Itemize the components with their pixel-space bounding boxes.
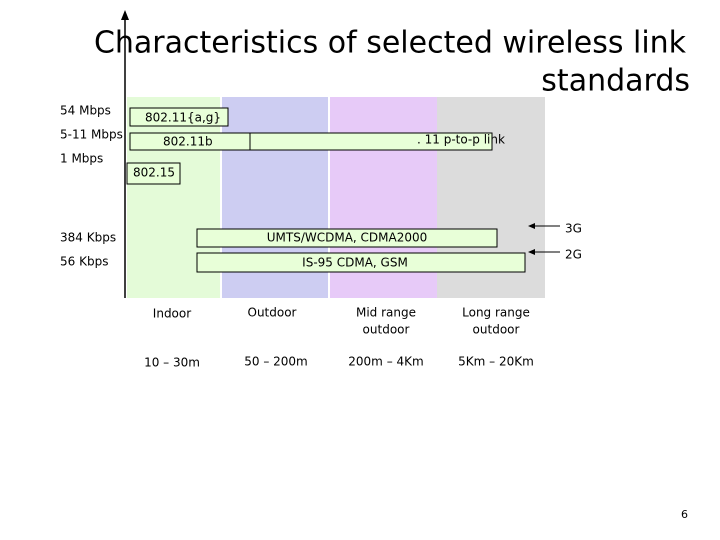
rate-label: 54 Mbps (60, 104, 111, 118)
region-name: Indoor (153, 307, 191, 321)
region-range: 10 – 30m (144, 356, 200, 370)
rate-label: 1 Mbps (60, 152, 103, 166)
standard-box (129, 107, 229, 127)
generation-label: 3G (565, 222, 582, 236)
standard-label: . 11 p-to-p link (417, 133, 505, 147)
arrow-head (528, 249, 535, 255)
rate-label: 5-11 Mbps (60, 128, 123, 142)
standard-label: IS-95 CDMA, GSM (302, 256, 408, 270)
title: Characteristics of selected wireless lin… (94, 26, 687, 61)
region-name: Mid range (356, 306, 416, 320)
standard-label: 802.15 (133, 166, 175, 180)
rate-label: 56 Kbps (60, 255, 108, 269)
rate-label: 384 Kbps (60, 231, 116, 245)
standard-label: 802.11{a,g} (145, 111, 221, 125)
standard-box (196, 228, 498, 248)
axis-arrow (121, 10, 129, 20)
standard-box (196, 252, 526, 273)
generation-label: 2G (565, 248, 582, 262)
standard-box (249, 132, 493, 151)
region-name: Long range (462, 306, 530, 320)
region-range: 5Km – 20Km (458, 355, 534, 369)
standard-label: 802.11b (163, 135, 213, 149)
region-name: Outdoor (248, 306, 297, 320)
page-number: 6 (681, 508, 688, 521)
title: standards (541, 64, 690, 99)
arrow-head (528, 223, 535, 229)
region-range: 200m – 4Km (348, 355, 423, 369)
region-name: outdoor (473, 323, 520, 337)
region-name: outdoor (363, 323, 410, 337)
region-range: 50 – 200m (244, 355, 308, 369)
standard-box (126, 162, 181, 185)
standard-label: UMTS/WCDMA, CDMA2000 (267, 231, 428, 245)
